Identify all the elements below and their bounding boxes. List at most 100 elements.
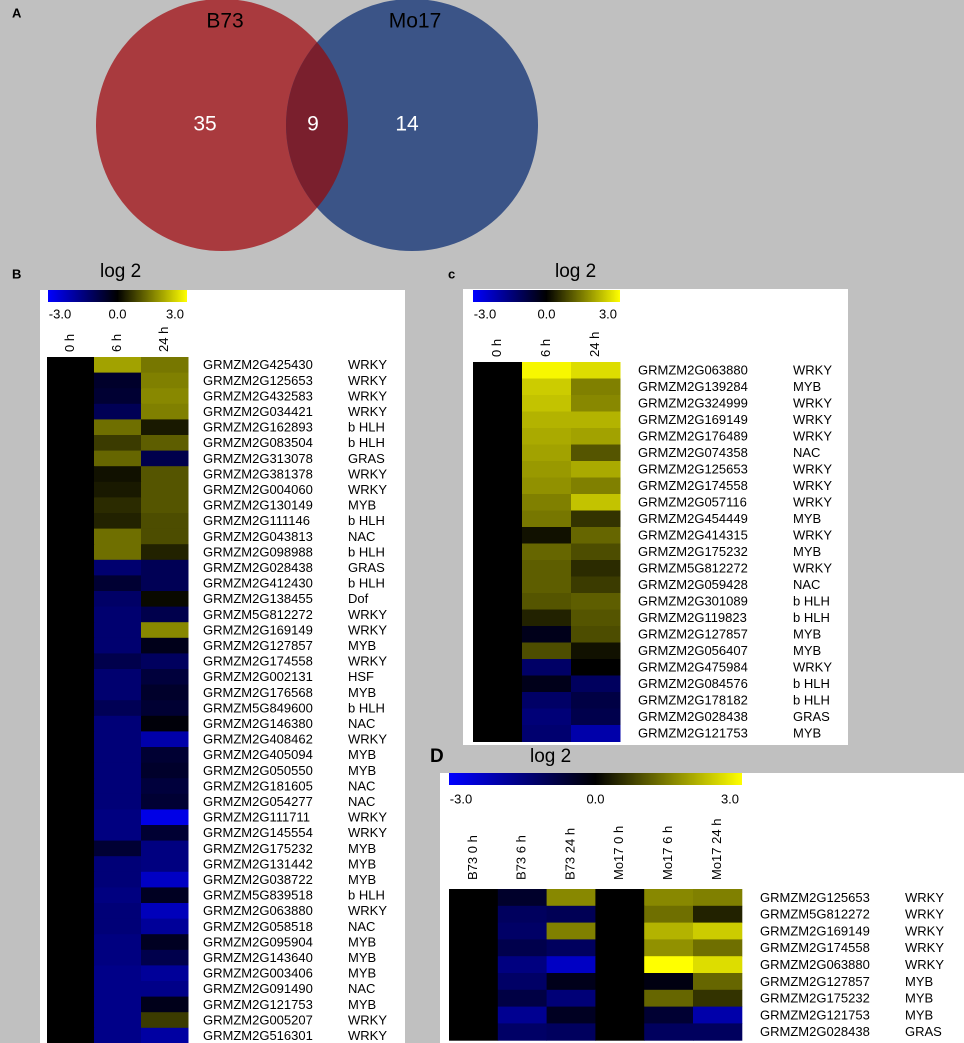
family-label: WRKY <box>905 940 944 955</box>
colorbar <box>473 290 620 302</box>
family-label: MYB <box>905 1007 933 1022</box>
gene-label: GRMZM2G414315 <box>638 528 748 543</box>
heat-cell <box>141 357 189 374</box>
family-label: MYB <box>348 638 376 653</box>
family-label: MYB <box>348 966 376 981</box>
heat-cell <box>497 939 548 957</box>
heat-cell <box>449 889 499 907</box>
heat-cell <box>94 747 142 764</box>
heat-cell <box>449 1006 499 1024</box>
family-label: WRKY <box>348 732 387 747</box>
heat-cell <box>141 559 189 576</box>
heat-cell <box>47 887 95 904</box>
heat-cell <box>571 642 621 660</box>
heat-cell <box>595 1006 645 1024</box>
heat-cell <box>94 903 142 920</box>
heat-cell <box>522 527 572 544</box>
heat-cell <box>546 939 596 957</box>
heat-cell <box>522 477 572 495</box>
colorbar-tick-label: 0.0 <box>108 306 126 321</box>
heat-cell <box>141 669 189 686</box>
gene-label: GRMZM2G063880 <box>760 957 870 972</box>
heat-cell <box>449 939 499 957</box>
gene-label: GRMZM2G054277 <box>203 794 313 809</box>
gene-label: GRMZM2G111146 <box>203 513 310 528</box>
family-label: MYB <box>348 872 376 887</box>
family-label: MYB <box>348 498 376 513</box>
gene-label: GRMZM2G412430 <box>203 576 313 591</box>
heat-cell <box>47 528 95 545</box>
heat-cell <box>94 653 142 670</box>
heat-cell <box>644 956 694 974</box>
heat-cell <box>47 637 95 654</box>
gene-label: GRMZM2G475984 <box>638 660 748 675</box>
heat-cell <box>94 1027 142 1043</box>
heat-cell <box>473 560 523 577</box>
family-label: GRAS <box>348 451 385 466</box>
gene-label: GRMZM2G038722 <box>203 872 313 887</box>
gene-label: GRMZM2G084576 <box>638 676 748 691</box>
heat-cell <box>141 778 189 795</box>
family-label: b HLH <box>348 544 385 559</box>
family-label: NAC <box>793 445 820 460</box>
count-label: 35 <box>193 113 216 136</box>
heat-cell <box>571 593 621 610</box>
heat-cell <box>693 956 743 974</box>
gene-label: GRMZM5G812272 <box>203 607 313 622</box>
gene-label: GRMZM2G174558 <box>638 478 748 493</box>
family-label: HSF <box>348 669 374 684</box>
heat-cell <box>571 527 621 544</box>
gene-label: GRMZM2G131442 <box>203 856 313 871</box>
heat-cell <box>141 466 189 483</box>
family-label: WRKY <box>348 607 387 622</box>
gene-label: GRMZM2G146380 <box>203 716 313 731</box>
gene-label: GRMZM2G028438 <box>638 709 748 724</box>
heat-cell <box>94 591 142 608</box>
heat-cell <box>473 642 523 660</box>
gene-label: GRMZM2G004060 <box>203 482 313 497</box>
heat-cell <box>546 889 596 907</box>
heat-cell <box>571 510 621 528</box>
heat-cell <box>47 575 95 592</box>
column-label: 24 h <box>156 327 171 352</box>
heat-cell <box>94 435 142 452</box>
heat-cell <box>571 395 621 412</box>
heat-cell <box>141 903 189 920</box>
heat-cell <box>47 544 95 561</box>
family-label: b HLH <box>348 576 385 591</box>
heat-cell <box>47 840 95 857</box>
family-label: WRKY <box>348 1012 387 1027</box>
heat-cell <box>94 825 142 842</box>
heat-cell <box>94 762 142 779</box>
heat-cell <box>47 622 95 639</box>
heat-cell <box>473 510 523 528</box>
heat-cell <box>47 450 95 467</box>
column-label: B73 6 h <box>514 835 529 880</box>
gene-label: GRMZM2G063880 <box>638 363 748 378</box>
heat-cell <box>47 918 95 935</box>
heat-cell <box>94 357 142 374</box>
heat-cell <box>47 591 95 608</box>
heat-cell <box>141 591 189 608</box>
panel-label: c <box>448 266 455 281</box>
family-label: b HLH <box>348 513 385 528</box>
gene-label: GRMZM2G162893 <box>203 420 313 435</box>
heat-cell <box>141 497 189 514</box>
gene-label: GRMZM2G005207 <box>203 1012 313 1027</box>
heat-cell <box>94 419 142 436</box>
heat-cell <box>141 856 189 873</box>
heat-cell <box>497 989 548 1008</box>
family-label: WRKY <box>793 462 832 477</box>
family-label: WRKY <box>793 412 832 427</box>
heat-cell <box>47 403 95 420</box>
heat-cell <box>473 708 523 726</box>
heat-cell <box>571 560 621 577</box>
heat-cell <box>141 700 189 717</box>
heat-cell <box>141 513 189 530</box>
gene-label: GRMZM2G125653 <box>203 373 313 388</box>
heat-cell <box>644 1006 694 1024</box>
gene-label: GRMZM2G139284 <box>638 379 748 394</box>
heat-cell <box>473 411 523 429</box>
gene-label: GRMZM2G324999 <box>638 396 748 411</box>
panel-label: A <box>12 5 22 20</box>
